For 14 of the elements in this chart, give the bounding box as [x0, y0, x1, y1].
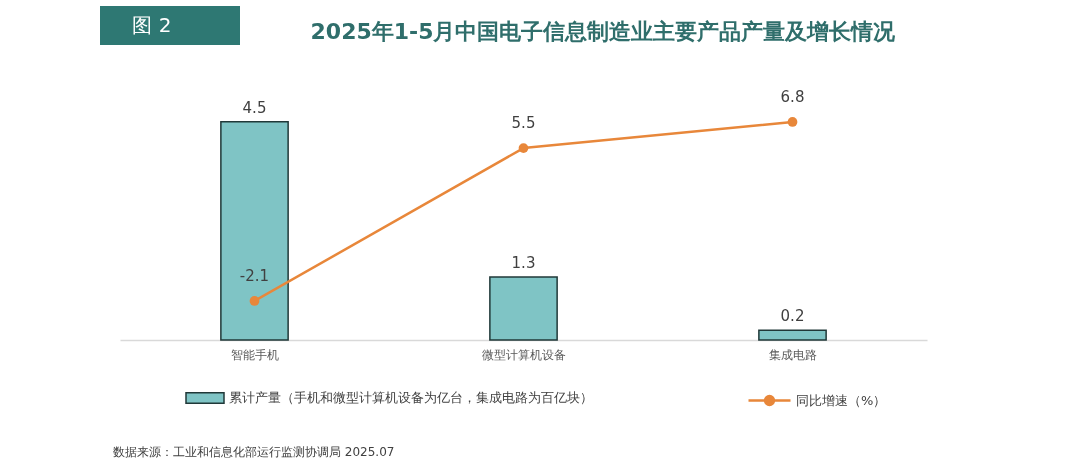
- x-tick-label: 智能手机: [230, 347, 279, 362]
- data-label: 6.8: [780, 87, 805, 106]
- data-label: 1.3: [511, 253, 536, 272]
- data-label: 4.5: [242, 98, 267, 117]
- data-label: 0.2: [780, 307, 805, 326]
- legend-label: 累计产量（手机和微型计算机设备为亿台，集成电路为百亿块）: [229, 390, 593, 405]
- source-note: 数据来源：工业和信息化部运行监测协调局 2025.07: [113, 445, 395, 459]
- x-tick-label: 微型计算机设备: [481, 347, 566, 362]
- legend-label: 同比增速（%）: [796, 392, 887, 408]
- data-label: 5.5: [511, 114, 536, 133]
- data-label: -2.1: [239, 266, 270, 285]
- caption: 图 2: [132, 13, 172, 37]
- chart-title: 2025年1-5月中国电子信息制造业主要产品产量及增长情况: [310, 19, 897, 44]
- x-tick-label: 集成电路: [768, 347, 817, 362]
